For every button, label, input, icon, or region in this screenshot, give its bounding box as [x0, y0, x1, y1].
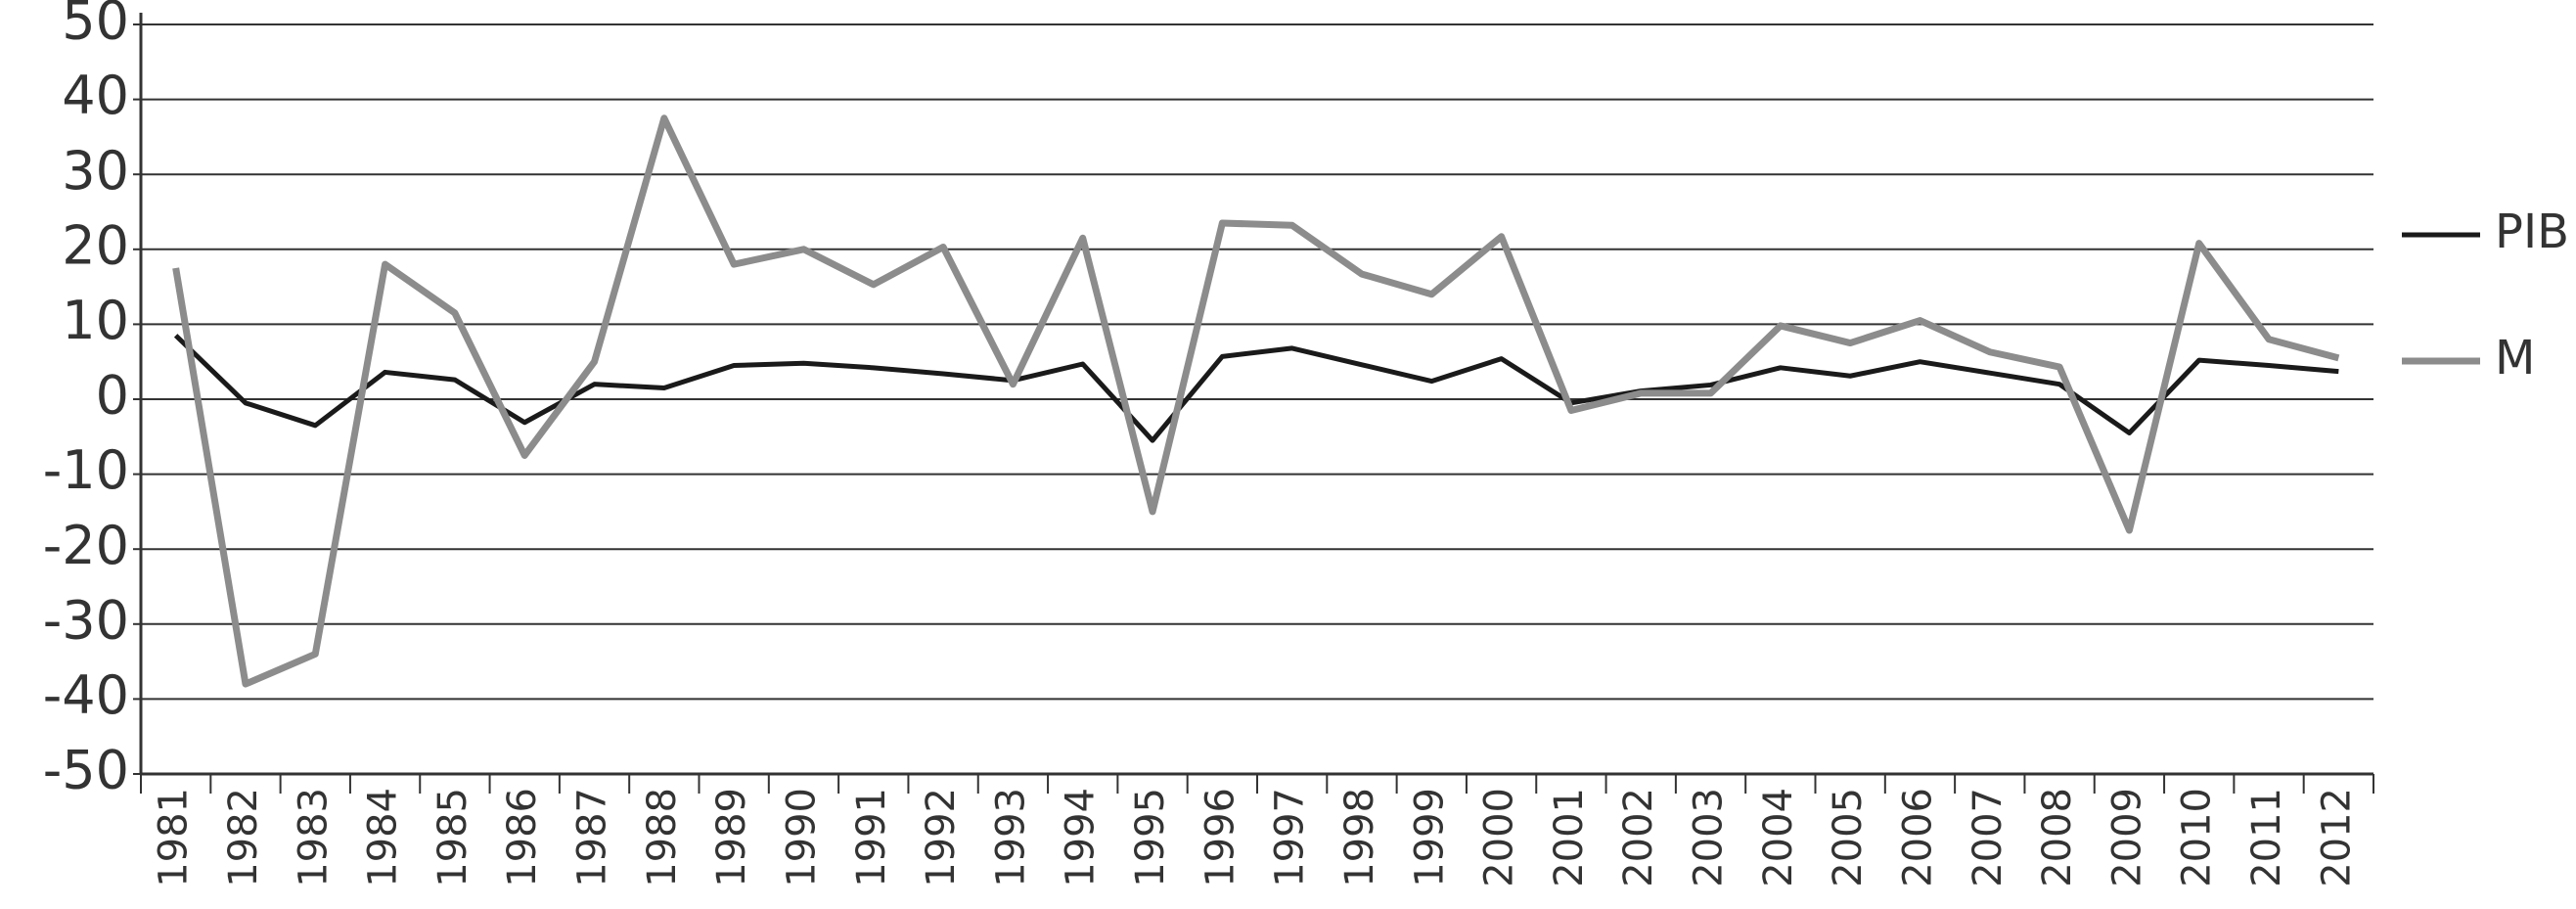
- x-tick-label: 1999: [1407, 788, 1452, 887]
- y-tick-label: -30: [43, 589, 129, 651]
- x-tick-label: 2012: [2314, 788, 2359, 887]
- x-tick-label: 2002: [1616, 788, 1661, 887]
- x-tick-label: 1984: [361, 788, 406, 887]
- x-tick-label: 1992: [919, 788, 964, 887]
- y-tick-label: 20: [62, 214, 129, 276]
- y-tick-label: 10: [62, 290, 129, 351]
- y-tick-label: 30: [62, 140, 129, 202]
- x-tick-label: 1990: [779, 788, 824, 887]
- x-tick-label: 2011: [2244, 788, 2289, 887]
- x-tick-label: 1994: [1059, 788, 1104, 887]
- y-tick-label: 0: [96, 365, 129, 427]
- x-tick-label: 2009: [2104, 788, 2149, 887]
- x-tick-label: 1987: [570, 788, 615, 887]
- x-tick-label: 2008: [2035, 788, 2080, 887]
- y-tick-label: 50: [62, 0, 129, 52]
- data-line: [173, 334, 2339, 443]
- y-tick-label: -20: [43, 515, 129, 576]
- x-tick-label: 1981: [152, 788, 197, 887]
- x-tick-label: 2006: [1895, 788, 1940, 887]
- x-tick-label: 1988: [640, 788, 685, 887]
- data-line: [172, 114, 2340, 688]
- x-tick-label: 1986: [500, 788, 545, 887]
- legend-label: PIB: [2495, 205, 2569, 259]
- x-tick-label: 1989: [709, 788, 754, 887]
- x-tick-label: 1995: [1128, 788, 1173, 887]
- x-tick-label: 1983: [291, 788, 336, 887]
- y-tick-label: -50: [43, 740, 129, 801]
- legend-label: M: [2495, 331, 2535, 386]
- x-tick-label: 2004: [1756, 788, 1801, 887]
- x-tick-label: 2003: [1687, 788, 1732, 887]
- x-tick-label: 1993: [988, 788, 1033, 887]
- x-tick-label: 2000: [1477, 788, 1522, 887]
- x-tick-label: 1997: [1268, 788, 1313, 887]
- y-tick-label: -10: [43, 439, 129, 501]
- x-tick-label: 2010: [2175, 788, 2220, 887]
- x-tick-label: 2001: [1547, 788, 1592, 887]
- x-tick-label: 1982: [221, 788, 266, 887]
- x-tick-label: 1998: [1337, 788, 1382, 887]
- x-tick-label: 2007: [1966, 788, 2011, 887]
- y-tick-label: -40: [43, 664, 129, 726]
- x-tick-label: 2005: [1826, 788, 1871, 887]
- x-tick-label: 1996: [1198, 788, 1243, 887]
- x-tick-label: 1985: [430, 788, 475, 887]
- y-tick-label: 40: [62, 65, 129, 126]
- x-tick-label: 1991: [849, 788, 894, 887]
